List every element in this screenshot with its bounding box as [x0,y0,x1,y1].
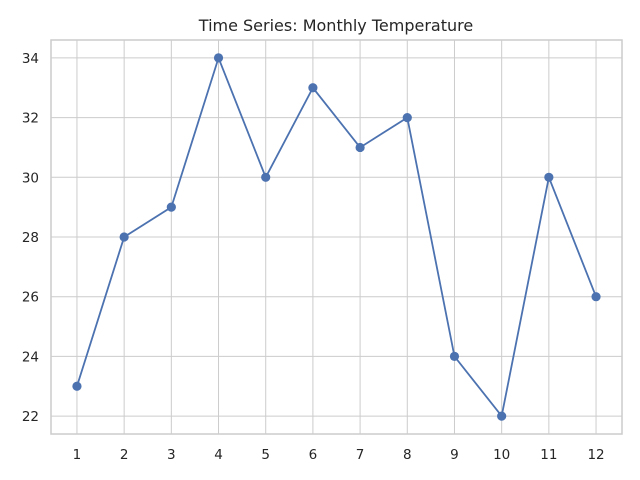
x-tick-label: 12 [587,447,604,463]
x-tick-label: 2 [120,447,129,463]
y-tick-label: 34 [22,51,39,67]
y-tick-label: 26 [22,290,39,306]
data-point-marker [72,381,82,391]
data-point-marker [213,53,224,63]
x-tick-label: 4 [214,447,223,463]
series-markers [72,53,601,421]
x-tick-label: 6 [309,447,318,463]
data-point-marker [261,172,271,182]
data-point-marker [497,411,507,421]
y-tick-label: 22 [22,409,39,425]
x-axis-ticks: 1 2 3 4 5 6 7 8 9 10 11 12 [73,447,605,463]
data-point-marker [166,202,176,212]
data-point-marker [308,83,318,93]
data-point-marker [402,113,412,123]
x-tick-label: 3 [167,447,176,463]
x-tick-label: 5 [261,447,270,463]
series-line [76,55,597,419]
y-tick-label: 28 [22,230,39,246]
data-point-marker [449,351,460,361]
y-tick-label: 30 [22,170,39,186]
data-point-marker [544,172,554,182]
y-tick-label: 32 [22,111,39,127]
x-tick-label: 11 [540,447,557,463]
data-point-marker [591,292,601,302]
y-axis-ticks: 22 24 26 28 30 32 34 [22,51,39,425]
plot-area-frame [50,39,623,435]
data-point-marker [355,142,365,153]
x-tick-label: 1 [73,447,82,463]
x-tick-label: 9 [450,447,459,463]
x-tick-label: 8 [403,447,412,463]
chart-title: Time Series: Monthly Temperature [198,16,473,35]
y-tick-label: 24 [22,349,39,365]
x-tick-label: 10 [493,447,510,463]
x-tick-label: 7 [356,447,365,463]
data-point-marker [119,232,129,242]
